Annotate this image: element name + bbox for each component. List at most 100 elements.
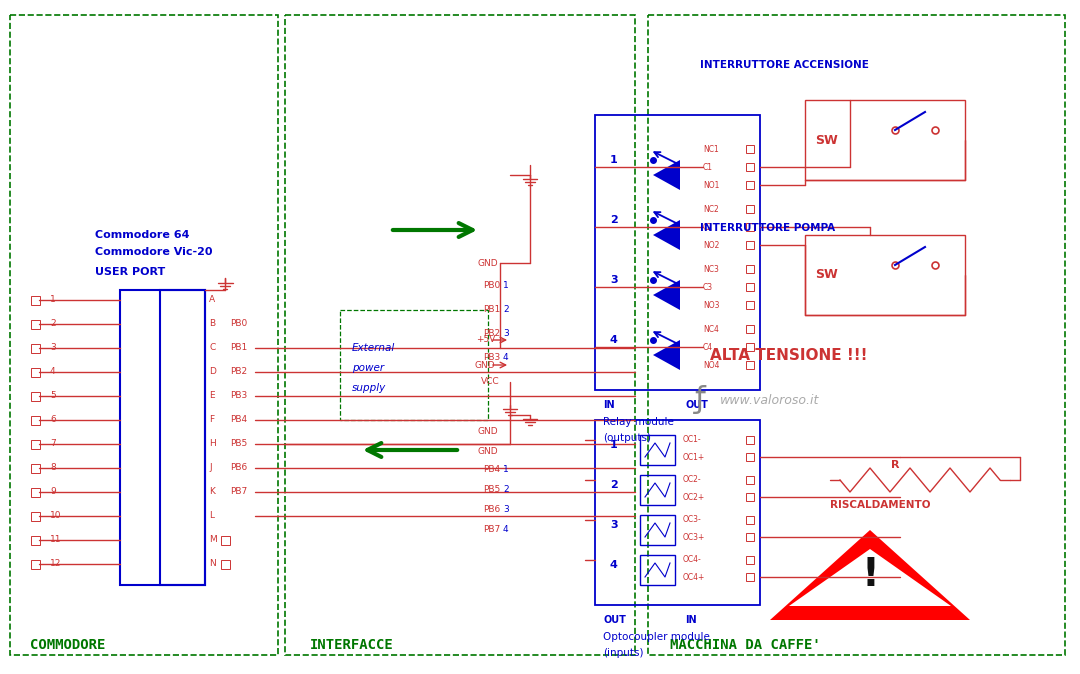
Text: Commodore Vic-20: Commodore Vic-20 [95, 247, 213, 257]
Text: INTERRUTTORE POMPA: INTERRUTTORE POMPA [700, 223, 835, 233]
Text: 6: 6 [50, 415, 56, 425]
Text: supply: supply [352, 383, 387, 393]
Text: 10: 10 [50, 512, 62, 520]
Text: Optocoupler module: Optocoupler module [603, 632, 710, 642]
Text: PB3: PB3 [230, 392, 247, 400]
Text: PB1: PB1 [483, 305, 500, 315]
Text: INTERFACCE: INTERFACCE [310, 638, 394, 652]
Text: 2: 2 [610, 215, 618, 225]
Text: B: B [210, 319, 215, 328]
Text: (outputs): (outputs) [603, 433, 651, 443]
Text: RISCALDAMENTO: RISCALDAMENTO [831, 500, 931, 510]
Text: Commodore 64: Commodore 64 [95, 230, 189, 240]
Text: M: M [210, 536, 217, 545]
Text: OC3-: OC3- [683, 516, 702, 524]
Text: SW: SW [815, 133, 838, 146]
Text: H: H [210, 439, 216, 448]
Text: GND: GND [477, 427, 498, 437]
Text: OC4+: OC4+ [683, 572, 705, 582]
Text: 1: 1 [610, 155, 618, 165]
Text: PB0: PB0 [230, 319, 247, 328]
Text: OC1+: OC1+ [683, 452, 705, 462]
Text: C3: C3 [703, 283, 713, 292]
Text: IN: IN [685, 615, 697, 625]
Text: SW: SW [815, 268, 838, 282]
Text: COMMODORE: COMMODORE [30, 638, 106, 652]
Text: 1: 1 [503, 466, 509, 474]
Text: GND: GND [474, 361, 495, 369]
Text: L: L [210, 512, 214, 520]
Text: NO3: NO3 [703, 301, 719, 310]
Text: PB6: PB6 [483, 506, 500, 514]
Text: A: A [210, 295, 215, 305]
Text: 4: 4 [50, 367, 56, 377]
Text: PB7: PB7 [230, 487, 247, 497]
Text: IN: IN [603, 400, 615, 410]
Text: GND: GND [477, 448, 498, 456]
Text: PB2: PB2 [483, 330, 500, 338]
Text: NC4: NC4 [703, 325, 719, 334]
Text: 3: 3 [610, 520, 618, 530]
Text: 1: 1 [610, 440, 618, 450]
Text: K: K [210, 487, 215, 497]
Text: 3: 3 [610, 275, 618, 285]
Text: GND: GND [477, 259, 498, 268]
Text: ALTA TENSIONE !!!: ALTA TENSIONE !!! [710, 348, 867, 363]
Text: C4: C4 [703, 343, 713, 352]
Text: NO2: NO2 [703, 241, 719, 250]
Text: F: F [210, 415, 214, 425]
Text: www.valoroso.it: www.valoroso.it [720, 394, 820, 406]
Text: PB2: PB2 [230, 367, 247, 377]
Text: NC1: NC1 [703, 145, 719, 154]
Text: USER PORT: USER PORT [95, 267, 165, 277]
Text: PB5: PB5 [230, 439, 247, 448]
Text: 11: 11 [50, 536, 62, 545]
Text: OC1-: OC1- [683, 435, 702, 444]
Text: 1: 1 [503, 282, 509, 290]
Text: N: N [210, 559, 216, 568]
Text: E: E [210, 392, 215, 400]
Text: Relay module: Relay module [603, 417, 674, 427]
Text: PB1: PB1 [230, 344, 247, 353]
Text: PB3: PB3 [483, 353, 500, 363]
Text: 4: 4 [503, 526, 509, 534]
Text: OC4-: OC4- [683, 555, 702, 565]
Polygon shape [653, 220, 680, 250]
Text: 3: 3 [503, 506, 509, 514]
Text: 9: 9 [50, 487, 56, 497]
Text: 3: 3 [503, 330, 509, 338]
Text: !: ! [861, 556, 879, 594]
Text: power: power [352, 363, 384, 373]
Text: ƒ: ƒ [696, 386, 705, 415]
Text: INTERRUTTORE ACCENSIONE: INTERRUTTORE ACCENSIONE [700, 60, 869, 70]
Text: PB4: PB4 [230, 415, 247, 425]
Text: VCC: VCC [482, 377, 500, 386]
Text: 4: 4 [610, 560, 618, 570]
Text: 12: 12 [50, 559, 62, 568]
Text: PB5: PB5 [483, 485, 500, 495]
Polygon shape [789, 549, 951, 606]
Text: MACCHINA DA CAFFE': MACCHINA DA CAFFE' [670, 638, 821, 652]
Text: PB0: PB0 [483, 282, 500, 290]
Text: OC2-: OC2- [683, 475, 702, 485]
Text: External: External [352, 343, 395, 353]
Text: 2: 2 [50, 319, 56, 328]
Text: 2: 2 [503, 305, 509, 315]
Text: NC2: NC2 [703, 205, 719, 214]
Text: 8: 8 [50, 464, 56, 472]
Text: D: D [210, 367, 216, 377]
Text: PB6: PB6 [230, 464, 247, 472]
Text: PB7: PB7 [483, 526, 500, 534]
Text: OC3+: OC3+ [683, 532, 705, 541]
Text: +5V: +5V [475, 336, 495, 344]
Text: 7: 7 [50, 439, 56, 448]
Polygon shape [770, 530, 970, 620]
Text: 4: 4 [503, 353, 509, 363]
Text: C2: C2 [703, 223, 713, 232]
Text: 4: 4 [610, 335, 618, 345]
Polygon shape [653, 160, 680, 190]
Polygon shape [653, 280, 680, 310]
Text: 5: 5 [50, 392, 56, 400]
Text: OC2+: OC2+ [683, 493, 705, 501]
Text: OUT: OUT [685, 400, 707, 410]
